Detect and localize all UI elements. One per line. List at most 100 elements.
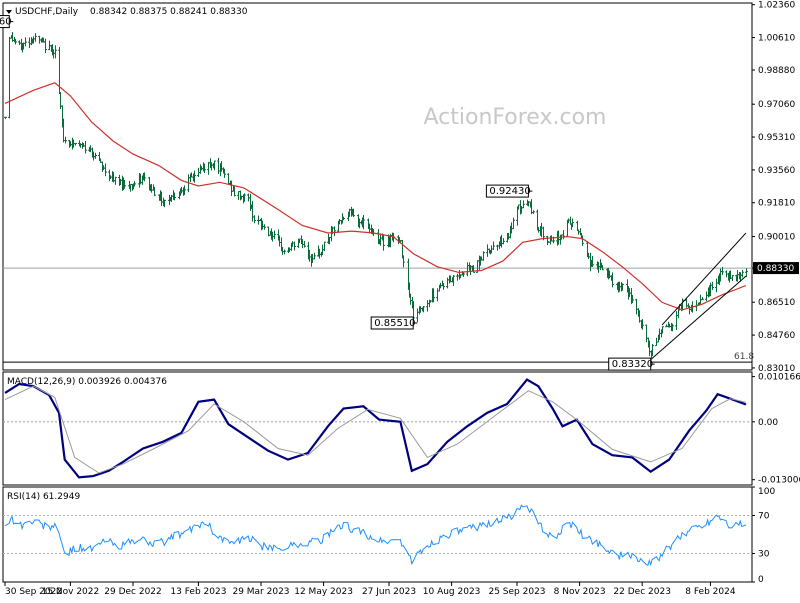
- price-bar: [701, 297, 704, 301]
- price-bar: [581, 235, 584, 246]
- price-bar: [193, 170, 196, 183]
- x-tick-label-3: 13 Feb 2023: [170, 587, 226, 597]
- price-bar: [466, 262, 469, 277]
- price-tick-label-10: 0.84760: [758, 331, 795, 341]
- price-bar: [227, 173, 230, 185]
- price-bar: [313, 252, 316, 260]
- price-bar: [230, 180, 233, 197]
- annotation-box-1: [485, 184, 529, 198]
- price-bar: [675, 311, 678, 331]
- price-bar: [183, 185, 186, 195]
- price-bar: [283, 249, 286, 255]
- annotation-label-0: 1.01460: [0, 17, 12, 28]
- rsi-tick-label-3: 0: [758, 575, 764, 585]
- moving-average-line: [4, 82, 747, 311]
- price-bar: [163, 199, 166, 208]
- price-bar: [715, 278, 718, 293]
- price-bar: [94, 152, 97, 159]
- panel-frame-2: [2, 486, 753, 583]
- price-bar: [74, 142, 77, 146]
- price-bar: [651, 344, 654, 357]
- price-bars: [4, 32, 748, 359]
- price-bar: [173, 192, 176, 201]
- price-bar: [546, 235, 549, 246]
- price-bar: [233, 186, 236, 197]
- price-bar: [143, 172, 146, 182]
- x-tick-label-5: 12 May 2023: [294, 587, 353, 597]
- x-tick-label-11: 8 Feb 2024: [685, 587, 736, 597]
- price-bar: [562, 229, 565, 240]
- price-bar: [217, 157, 220, 175]
- annotation-label-3: 0.83320: [612, 359, 653, 370]
- x-tick-label-8: 25 Sep 2023: [488, 587, 545, 597]
- price-bar: [432, 288, 435, 303]
- price-bar: [645, 324, 648, 343]
- x-tick-label-4: 29 Mar 2023: [232, 587, 289, 597]
- x-tick-label-1: 15 Nov 2022: [42, 587, 100, 597]
- price-tick-label-6: 0.91810: [758, 199, 795, 209]
- price-bar: [522, 200, 525, 209]
- price-bar: [263, 224, 266, 230]
- rsi-tick-label-0: 100: [758, 487, 775, 497]
- macd-tick-label-2: -0.013006: [758, 476, 800, 486]
- price-bar: [571, 218, 574, 228]
- price-bar: [352, 208, 355, 218]
- macd-signal-line: [4, 385, 747, 474]
- macd-tick-label-0: 0.010166: [758, 373, 800, 383]
- price-bar: [153, 186, 156, 197]
- price-bar: [123, 179, 126, 189]
- x-tick-label-9: 8 Nov 2023: [554, 587, 606, 597]
- price-bar: [648, 340, 651, 357]
- price-bar: [64, 136, 67, 144]
- price-bar: [8, 36, 11, 119]
- price-bar: [253, 215, 256, 224]
- price-bar: [741, 269, 744, 278]
- price-bar: [436, 288, 439, 302]
- price-bar: [456, 273, 459, 281]
- main-title: USDCHF,Daily: [15, 7, 79, 17]
- macd-tick-label-1: 0.00: [758, 418, 778, 428]
- price-bar: [416, 308, 419, 323]
- price-tick-label-4: 0.95310: [758, 133, 795, 143]
- annotation-label-1: 0.92430: [489, 186, 530, 197]
- price-bar: [44, 38, 47, 54]
- panel-frame-0: [2, 2, 753, 371]
- price-bar: [611, 272, 614, 288]
- price-bar: [213, 160, 216, 171]
- channel-lower-line: [650, 275, 747, 361]
- price-tick-label-9: 0.86510: [758, 298, 795, 308]
- price-bar: [207, 161, 210, 175]
- price-tick-label-11: 0.83010: [758, 364, 795, 374]
- price-bar: [14, 38, 17, 45]
- macd-title: MACD(12,26,9) 0.003926 0.004376: [7, 377, 167, 387]
- price-bar: [502, 238, 505, 245]
- macd-line: [4, 378, 747, 479]
- price-bar: [323, 241, 326, 252]
- price-bar: [133, 181, 136, 187]
- price-bar: [705, 291, 708, 301]
- price-bar: [442, 283, 445, 290]
- price-bar: [426, 300, 429, 312]
- annotation-label-2: 0.85510: [374, 318, 415, 329]
- price-bar: [293, 241, 296, 251]
- watermark: ActionForex.com: [424, 105, 607, 130]
- price-bar: [591, 255, 594, 267]
- rsi-tick-label-1: 70: [758, 512, 770, 522]
- rsi-tick-label-2: 30: [758, 550, 770, 560]
- price-tick-label-2: 0.98880: [758, 66, 795, 76]
- price-bar: [631, 295, 634, 304]
- price-bar: [711, 281, 714, 291]
- price-bar: [273, 230, 276, 239]
- price-bar: [34, 33, 37, 42]
- price-bar: [635, 298, 638, 315]
- price-bar: [84, 141, 87, 154]
- price-bar: [4, 116, 7, 120]
- price-bar: [223, 168, 226, 178]
- price-bar: [601, 265, 604, 271]
- x-tick-label-0: 30 Sep 2022: [5, 587, 62, 597]
- price-tick-label-3: 0.97060: [758, 100, 795, 110]
- x-tick-label-10: 22 Dec 2023: [613, 587, 671, 597]
- price-bar: [243, 193, 246, 202]
- price-bar: [24, 37, 27, 47]
- price-bar: [257, 215, 260, 225]
